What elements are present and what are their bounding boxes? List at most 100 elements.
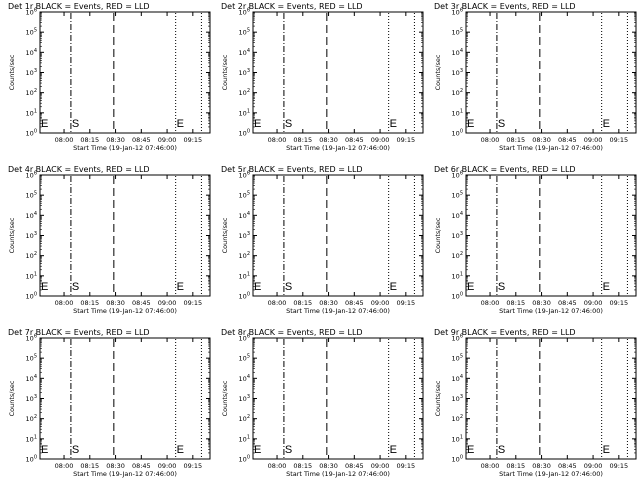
y-tick-label: 106 [26,334,37,343]
y-tick-label: 102 [452,251,463,260]
y-axis-label: Counts/sec [434,380,442,416]
y-tick-label: 103 [452,394,463,403]
y-tick-label: 103 [26,68,37,77]
x-tick-label: 09:00 [158,299,177,307]
event-marker-label: S [498,281,505,293]
event-marker-label: E [254,444,261,456]
y-tick-label: 104 [452,211,463,220]
y-axis-label: Counts/sec [8,380,16,416]
panel-det-9: Det 9r BLACK = Events, RED = LLD 100 101 10… [434,328,637,478]
y-tick-label: 101 [239,108,250,117]
panel-title: Det 2r BLACK = Events, RED = LLD [221,2,363,11]
y-tick-label: 104 [452,374,463,383]
x-tick-label: 08:00 [481,462,500,470]
x-tick-label: 08:15 [80,136,99,144]
plot-frame [252,337,424,460]
y-tick-label: 105 [239,28,250,37]
event-marker-label: E [467,118,474,130]
x-tick-label: 08:30 [106,136,125,144]
y-axis-label: Counts/sec [221,380,229,416]
x-tick-label: 08:30 [532,136,551,144]
x-tick-label: 09:15 [609,462,628,470]
y-tick-label: 101 [452,434,463,443]
x-tick-label: 08:00 [55,299,74,307]
x-axis-label: Start Time (19-Jan-12 07:46:00) [499,307,603,315]
y-axis-label: Counts/sec [8,217,16,253]
plot-frame [252,11,424,134]
x-tick-label: 09:15 [183,136,202,144]
event-marker-label: E [41,444,48,456]
y-tick-label: 102 [239,88,250,97]
event-marker-label: S [285,444,292,456]
x-tick-label: 08:00 [481,136,500,144]
x-tick-label: 08:15 [293,136,312,144]
plot-frame [465,337,637,460]
plot-frame [39,174,211,297]
y-axis-label: Counts/sec [221,217,229,253]
y-tick-label: 101 [26,434,37,443]
y-axis-label: Counts/sec [434,54,442,90]
y-tick-label: 105 [239,191,250,200]
plot-frame [39,11,211,134]
x-tick-label: 08:45 [132,462,151,470]
x-tick-label: 08:45 [345,136,364,144]
panel-title: Det 4r BLACK = Events, RED = LLD [8,165,150,174]
x-tick-label: 08:15 [80,462,99,470]
y-tick-label: 103 [239,68,250,77]
y-tick-label: 104 [452,48,463,57]
y-tick-label: 106 [452,334,463,343]
x-tick-label: 08:15 [506,299,525,307]
y-tick-label: 102 [26,88,37,97]
x-tick-label: 08:30 [319,136,338,144]
event-marker-label: S [72,118,79,130]
x-tick-label: 09:15 [396,136,415,144]
y-tick-label: 103 [452,231,463,240]
x-tick-label: 08:15 [506,136,525,144]
y-tick-label: 102 [239,414,250,423]
x-tick-label: 08:45 [345,462,364,470]
y-tick-label: 101 [26,108,37,117]
x-axis-label: Start Time (19-Jan-12 07:46:00) [286,470,390,478]
y-tick-label: 103 [452,68,463,77]
y-tick-label: 102 [26,251,37,260]
event-marker-label: E [390,118,397,130]
y-tick-label: 104 [26,211,37,220]
x-tick-label: 08:45 [558,462,577,470]
y-tick-label: 105 [239,354,250,363]
y-tick-label: 102 [452,88,463,97]
y-axis-label: Counts/sec [8,54,16,90]
event-marker-label: S [285,281,292,293]
y-tick-label: 102 [26,414,37,423]
panel-det-8: Det 8r BLACK = Events, RED = LLD 100 101 10… [221,328,424,478]
x-tick-label: 09:00 [371,462,390,470]
y-tick-label: 106 [452,8,463,17]
event-marker-label: E [177,118,184,130]
y-tick-label: 100 [26,455,37,464]
y-tick-label: 106 [26,8,37,17]
x-tick-label: 09:00 [584,299,603,307]
panel-title: Det 1r BLACK = Events, RED = LLD [8,2,150,11]
y-tick-label: 100 [452,129,463,138]
y-tick-label: 105 [26,191,37,200]
x-tick-label: 08:30 [106,299,125,307]
event-marker-label: S [498,118,505,130]
x-tick-label: 08:15 [293,299,312,307]
y-tick-label: 104 [239,211,250,220]
x-tick-label: 08:45 [558,299,577,307]
panel-title: Det 5r BLACK = Events, RED = LLD [221,165,363,174]
x-tick-label: 08:30 [532,462,551,470]
x-axis-label: Start Time (19-Jan-12 07:46:00) [73,307,177,315]
y-tick-label: 100 [452,292,463,301]
y-tick-label: 105 [26,28,37,37]
y-axis-label: Counts/sec [221,54,229,90]
x-tick-label: 09:15 [396,299,415,307]
event-marker-label: E [177,281,184,293]
event-marker-label: E [603,118,610,130]
y-tick-label: 104 [26,48,37,57]
x-tick-label: 08:45 [132,299,151,307]
event-marker-label: E [467,281,474,293]
event-marker-label: E [603,444,610,456]
y-tick-label: 106 [239,171,250,180]
x-tick-label: 08:00 [481,299,500,307]
